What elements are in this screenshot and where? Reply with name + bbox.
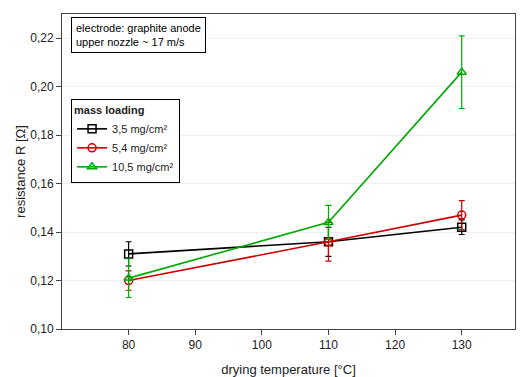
svg-text:mass loading: mass loading xyxy=(74,104,144,116)
svg-text:5,4 mg/cm²: 5,4 mg/cm² xyxy=(112,142,167,154)
svg-text:100: 100 xyxy=(252,338,272,352)
svg-text:120: 120 xyxy=(385,338,405,352)
svg-text:0,20: 0,20 xyxy=(30,80,54,94)
svg-text:80: 80 xyxy=(122,338,136,352)
svg-text:0,14: 0,14 xyxy=(30,225,54,239)
svg-text:0,22: 0,22 xyxy=(30,31,54,45)
svg-text:resistance R [Ω]: resistance R [Ω] xyxy=(13,125,28,218)
svg-text:0,12: 0,12 xyxy=(30,274,54,288)
svg-text:0,16: 0,16 xyxy=(30,177,54,191)
svg-text:10,5 mg/cm²: 10,5 mg/cm² xyxy=(112,161,173,173)
svg-text:90: 90 xyxy=(189,338,203,352)
svg-text:0,18: 0,18 xyxy=(30,128,54,142)
svg-text:130: 130 xyxy=(452,338,472,352)
svg-text:3,5 mg/cm²: 3,5 mg/cm² xyxy=(112,123,167,135)
svg-text:0,10: 0,10 xyxy=(30,322,54,336)
svg-text:electrode: graphite anodeupper: electrode: graphite anodeupper nozzle ~ … xyxy=(76,22,201,48)
svg-text:110: 110 xyxy=(319,338,338,352)
svg-text:drying temperature [°C]: drying temperature [°C] xyxy=(221,362,356,377)
